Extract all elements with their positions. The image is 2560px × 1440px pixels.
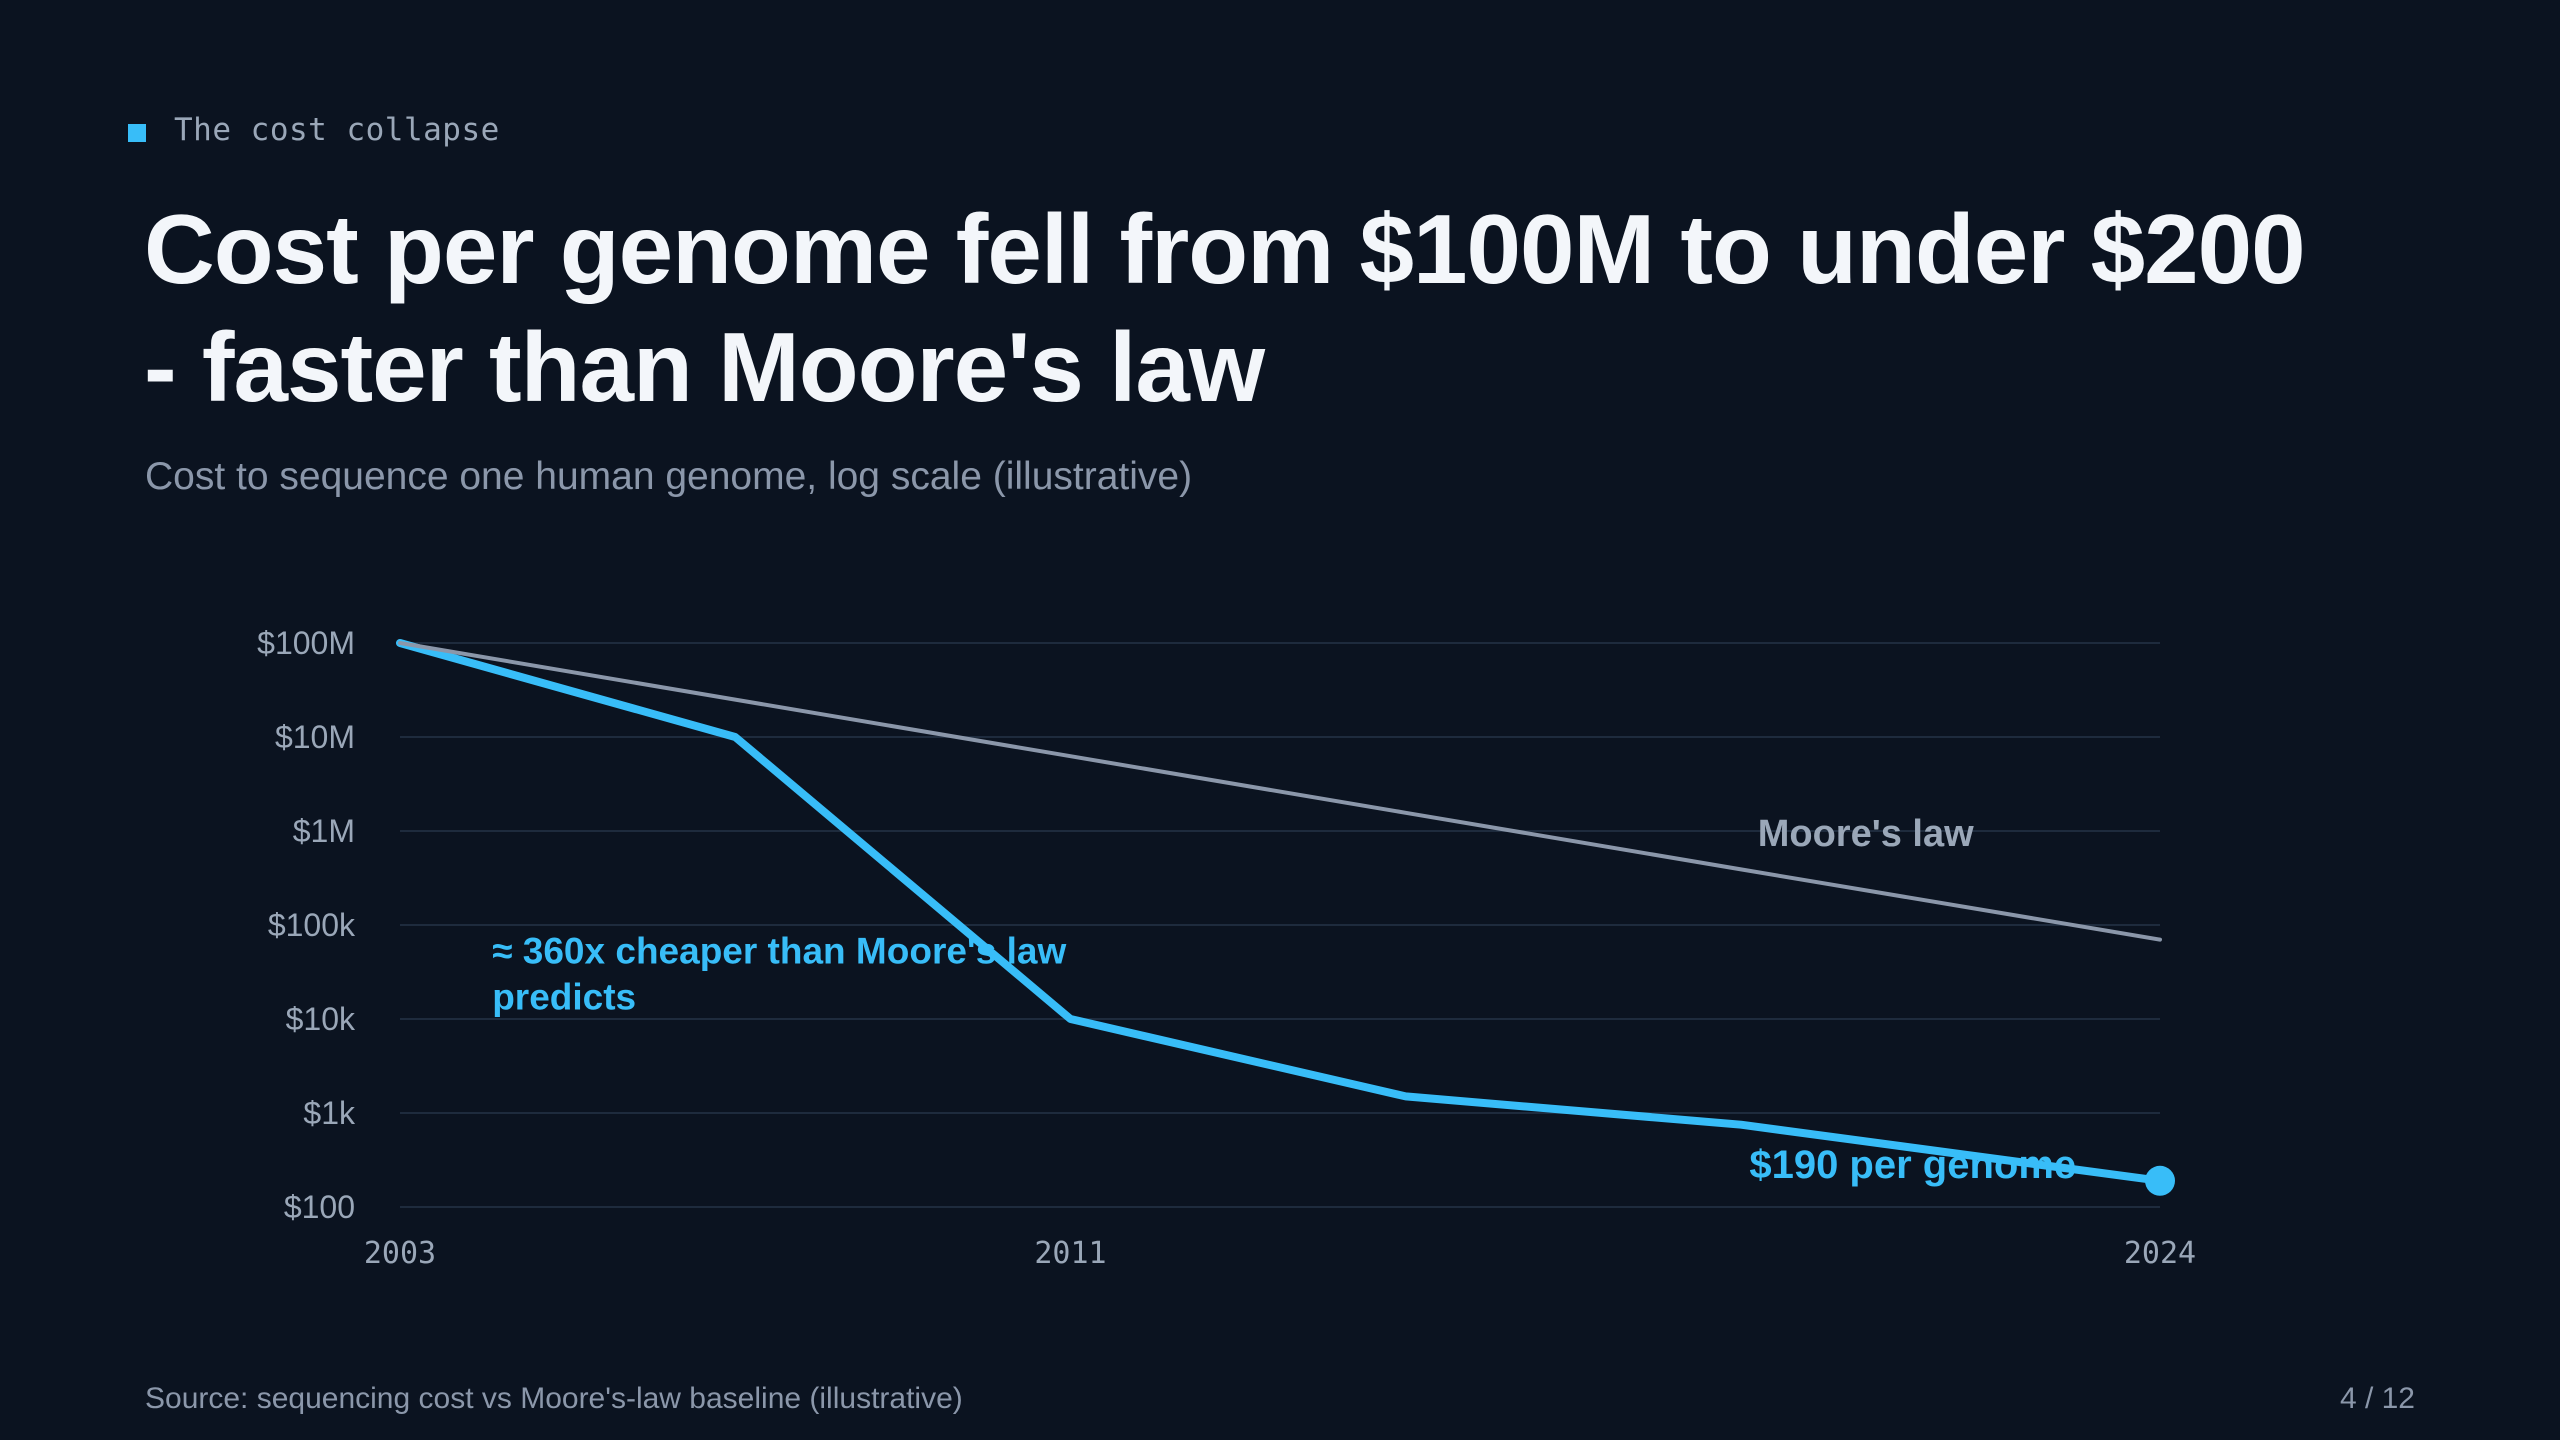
x-tick-label: 2003 xyxy=(364,1236,436,1271)
annotation-endpoint-value: $190 per genome xyxy=(1749,1143,2076,1187)
annotation-layer: ≈ 360x cheaper than Moore's law predicts $… xyxy=(492,813,2076,1187)
y-tick-label: $10M xyxy=(275,719,355,755)
page-number: 4 / 12 xyxy=(2339,1382,2415,1415)
y-tick-label: $10k xyxy=(286,1001,356,1037)
y-tick-label: $1M xyxy=(293,813,355,849)
endpoint-marker xyxy=(2145,1165,2175,1196)
x-tick-label: 2011 xyxy=(1034,1236,1106,1271)
eyebrow-label: The cost collapse xyxy=(174,112,500,148)
eyebrow-marker xyxy=(128,124,146,142)
y-tick-label: $100M xyxy=(257,625,355,661)
y-tick-label: $100 xyxy=(284,1189,355,1225)
annotation-cheaper: ≈ 360x cheaper than Moore's law predicts xyxy=(492,931,1066,1018)
x-axis-ticks: 2003 2011 2024 xyxy=(364,1236,2196,1271)
series-layer xyxy=(396,639,2175,1196)
chart-subtitle: Cost to sequence one human genome, log s… xyxy=(145,455,1193,498)
moores-law-series-label: Moore's law xyxy=(1758,813,1974,855)
y-tick-label: $1k xyxy=(303,1095,356,1131)
moores-law-line xyxy=(398,641,2162,942)
eyebrow: The cost collapse xyxy=(128,108,500,152)
y-axis-ticks: $100M $10M $1M $100k $10k $1k $100 xyxy=(257,625,356,1225)
x-tick-label: 2024 xyxy=(2124,1236,2196,1271)
slide-title: Cost per genome fell from $100M to under… xyxy=(144,194,2306,422)
grid-layer xyxy=(400,642,2160,1208)
source-note: Source: sequencing cost vs Moore's-law b… xyxy=(145,1382,963,1415)
y-tick-label: $100k xyxy=(268,907,356,943)
sequencing-cost-line xyxy=(396,639,2164,1185)
annotation-cheaper-line: predicts xyxy=(492,977,636,1018)
annotation-cheaper-line: ≈ 360x cheaper than Moore's law xyxy=(492,931,1066,972)
